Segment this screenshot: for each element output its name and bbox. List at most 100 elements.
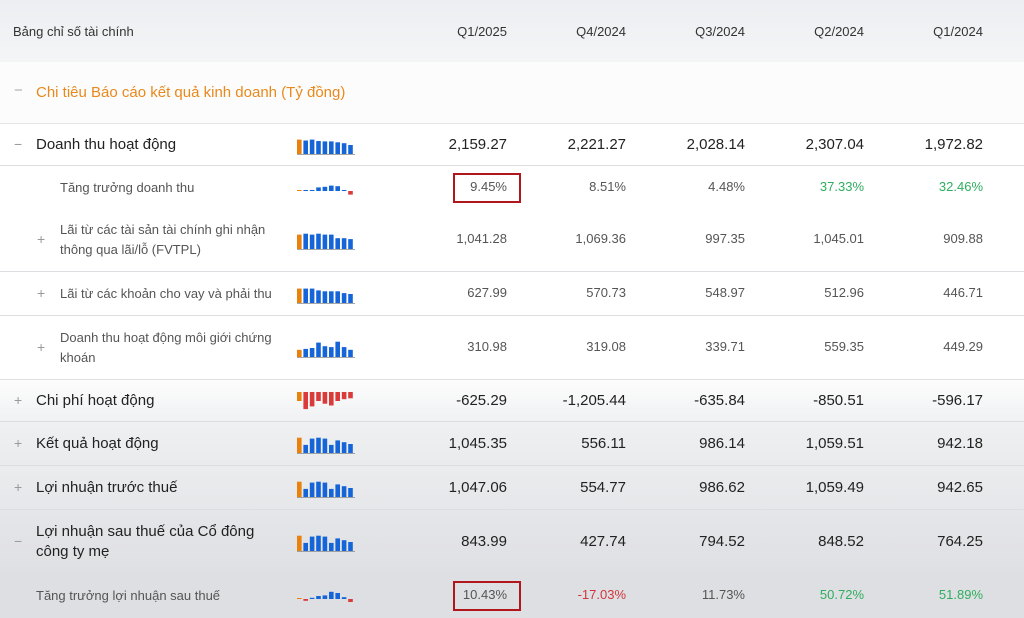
sparkline-chart: [297, 481, 355, 498]
sparkline-bar: [322, 346, 328, 357]
cell-value: 627.99: [467, 285, 507, 300]
sparkline-bar: [303, 233, 308, 249]
table-row[interactable]: Tăng trưởng doanh thu 9.45% 8.51% 4.48% 37.3…: [0, 166, 1024, 209]
table-row[interactable]: + Lãi từ các khoản cho vay và phải thu 627…: [0, 272, 1024, 316]
cell-value: 32.46%: [938, 178, 983, 194]
sparkline-bar: [322, 482, 328, 497]
cell-value: 512.96: [824, 285, 864, 300]
sparkline-bar: [329, 488, 334, 497]
sparkline-bar: [297, 598, 302, 599]
sparkline-bar: [303, 140, 308, 154]
cell-value: 2,221.27: [567, 136, 626, 153]
cell-value: 339.71: [705, 339, 745, 354]
period-header[interactable]: Q3/2024: [695, 24, 745, 39]
sparkline-bar: [348, 444, 353, 453]
period-header[interactable]: Q1/2025: [457, 24, 507, 39]
expand-icon[interactable]: +: [37, 285, 46, 301]
sparkline-bar: [303, 348, 308, 357]
period-header[interactable]: Q4/2024: [576, 24, 626, 39]
cell-value: 446.71: [943, 285, 983, 300]
sparkline-bar: [322, 234, 328, 249]
table-row[interactable]: + Kết quả hoạt động 1,045.35 556.11 986.14 1,…: [0, 422, 1024, 466]
table-row[interactable]: − Lợi nhuận sau thuế của Cổ đông công ty …: [0, 510, 1024, 574]
sparkline-bar: [341, 486, 347, 497]
sparkline-bar: [316, 481, 321, 497]
sparkline-bar: [348, 599, 353, 602]
sparkline-bar: [309, 597, 315, 599]
sparkline-bar: [303, 488, 308, 497]
sparkline-bar: [348, 145, 353, 154]
cell-value: 997.35: [705, 231, 745, 246]
cell-value: 1,972.82: [924, 136, 983, 153]
table-row[interactable]: + Chi phí hoạt động -625.29 -1,205.44 -635.8…: [0, 380, 1024, 422]
cell-value: 1,045.35: [448, 435, 507, 452]
row-label: Doanh thu hoạt động môi giới chứng khoán: [60, 330, 272, 365]
sparkline-bar: [348, 392, 353, 399]
sparkline-bar: [322, 536, 328, 551]
row-label: Tăng trưởng doanh thu: [60, 179, 195, 195]
table-row[interactable]: Tăng trưởng lợi nhuận sau thuế 10.43% -17.…: [0, 574, 1024, 618]
section-title: Chi tiêu Báo cáo kết quả kinh doanh (Tỷ …: [36, 84, 346, 101]
cell-value: 427.74: [580, 533, 626, 550]
row-label: Kết quả hoạt động: [36, 435, 159, 452]
sparkline-bar: [335, 185, 340, 191]
table-row[interactable]: − Doanh thu hoạt động 2,159.27 2,221.27 2,02…: [0, 124, 1024, 166]
sparkline-bar: [348, 294, 353, 303]
cell-value: 37.33%: [819, 178, 864, 194]
section-header[interactable]: − Chi tiêu Báo cáo kết quả kinh doanh (T…: [0, 62, 1024, 124]
sparkline-bar: [309, 189, 315, 191]
cell-value: 449.29: [943, 339, 983, 354]
cell-value: 764.25: [937, 533, 983, 550]
sparkline-bar: [348, 349, 353, 357]
sparkline-bar: [297, 437, 302, 453]
collapse-icon[interactable]: −: [14, 82, 23, 99]
sparkline-bar: [316, 186, 321, 191]
sparkline-bar: [335, 440, 340, 453]
highlight-box: [453, 581, 521, 611]
row-label: Chi phí hoạt động: [36, 392, 155, 409]
sparkline-bar: [297, 349, 302, 357]
sparkline-bar: [341, 392, 347, 400]
sparkline-bar: [341, 189, 347, 191]
sparkline-bar: [303, 599, 308, 601]
sparkline-bar: [303, 392, 308, 410]
cell-value: 2,307.04: [805, 136, 864, 153]
cell-value: -596.17: [932, 392, 983, 409]
expand-icon[interactable]: +: [37, 339, 46, 355]
sparkline-bar: [303, 288, 308, 303]
cell-value: 843.99: [461, 533, 507, 550]
cell-value: 1,059.51: [805, 435, 864, 452]
table-row[interactable]: + Doanh thu hoạt động môi giới chứng khoá…: [0, 316, 1024, 380]
expand-icon[interactable]: +: [14, 479, 23, 495]
sparkline-bar: [303, 444, 308, 453]
table-row[interactable]: + Lãi từ các tài sản tài chính ghi nhận t…: [0, 208, 1024, 272]
sparkline-bar: [335, 484, 340, 497]
cell-value: 10.43%: [462, 587, 507, 602]
period-header[interactable]: Q1/2024: [933, 24, 983, 39]
expand-icon[interactable]: +: [37, 231, 46, 247]
sparkline-bar: [341, 238, 347, 249]
sparkline-bar: [309, 348, 315, 357]
sparkline-bar: [329, 347, 334, 357]
cell-value: 310.98: [467, 339, 507, 354]
collapse-icon[interactable]: −: [14, 136, 23, 152]
sparkline-bar: [322, 438, 328, 453]
sparkline-bar: [341, 597, 347, 599]
sparkline-bar: [348, 190, 353, 195]
cell-value: 1,041.28: [456, 231, 507, 246]
collapse-icon[interactable]: −: [14, 533, 23, 549]
sparkline-bar: [316, 437, 321, 453]
sparkline-bar: [335, 291, 340, 303]
highlight-box: [453, 172, 521, 203]
table-header: Bảng chỉ số tài chính Q1/2025 Q4/2024 Q3…: [0, 0, 1024, 62]
sparkline-bar: [335, 593, 340, 599]
expand-icon[interactable]: +: [14, 435, 23, 451]
sparkline-chart: [297, 139, 355, 155]
table-row[interactable]: + Lợi nhuận trước thuế 1,047.06 554.77 986.6…: [0, 466, 1024, 510]
cell-value: 986.14: [699, 435, 745, 452]
period-header[interactable]: Q2/2024: [814, 24, 864, 39]
expand-icon[interactable]: +: [14, 392, 23, 408]
sparkline-bar: [303, 189, 308, 191]
row-label: Doanh thu hoạt động: [36, 136, 177, 153]
sparkline-bar: [348, 488, 353, 497]
